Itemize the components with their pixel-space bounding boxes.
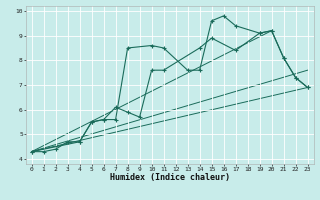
X-axis label: Humidex (Indice chaleur): Humidex (Indice chaleur) <box>109 173 230 182</box>
